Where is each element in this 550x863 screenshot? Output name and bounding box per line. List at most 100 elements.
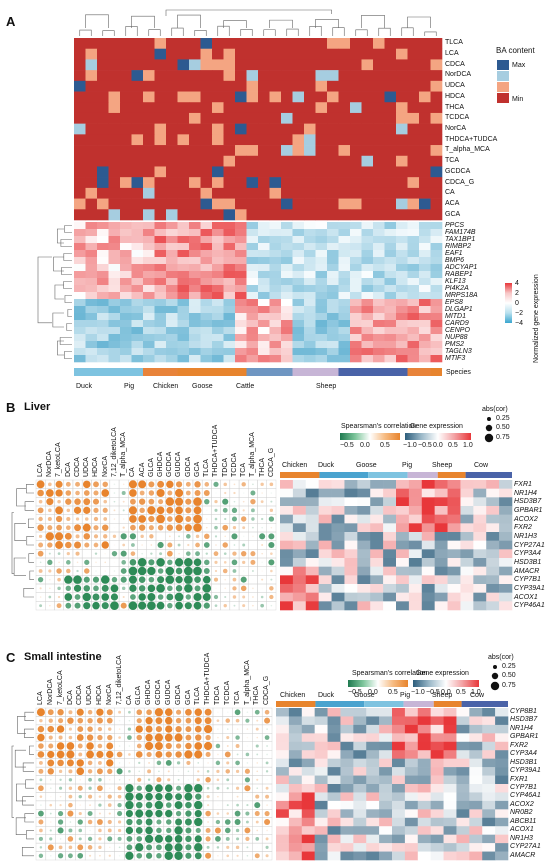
gene-cell [177, 327, 190, 335]
gene-cell [338, 341, 351, 349]
gene-cell [200, 334, 213, 342]
ba-cell [269, 80, 282, 92]
ba-cell [177, 177, 190, 189]
ba-cell [235, 166, 247, 178]
expr-cell [482, 767, 496, 776]
ba-cell [373, 80, 385, 92]
species-name: Duck [76, 383, 92, 390]
ba-cell [419, 112, 431, 124]
ba-cell [361, 123, 374, 135]
panel-b-gene-label: HSD3B7 [514, 498, 542, 506]
ba-cell [154, 177, 167, 189]
gene-cell [200, 264, 213, 272]
ba-cell [373, 177, 385, 189]
gene-cell [258, 292, 270, 300]
corr-dot [128, 778, 131, 781]
ba-cell [396, 198, 408, 210]
expr-cell [443, 809, 457, 819]
gene-cell [338, 299, 351, 307]
panel-c-gene-label: AMACR [510, 851, 536, 859]
corr-dot [202, 593, 211, 601]
expr-cell [318, 514, 332, 524]
corr-dot [48, 735, 53, 740]
ba-cell [120, 102, 132, 114]
expr-cell [353, 775, 367, 785]
expr-cell [314, 851, 328, 861]
expr-cell [357, 566, 371, 576]
expr-cell [280, 523, 294, 533]
expr-cell [469, 775, 483, 785]
ba-cell [177, 48, 190, 60]
corr-dot [56, 524, 62, 531]
gene-cell [108, 348, 121, 356]
corr-dot [255, 744, 259, 748]
panel-c-gene-label: CYP27A1 [510, 843, 541, 851]
ba-cell [212, 59, 224, 71]
corr-dot [40, 804, 42, 806]
gene-cell [304, 306, 316, 314]
expr-cell [408, 584, 423, 593]
gene-cell [223, 320, 236, 328]
corr-dot [37, 489, 44, 497]
expr-cell [314, 784, 328, 793]
corr-dot [164, 733, 173, 742]
gene-cell [131, 348, 144, 356]
ba-cell [315, 102, 328, 114]
corr-dot [194, 585, 201, 592]
expr-cell [404, 741, 419, 751]
expr-cell [301, 767, 315, 776]
ba-cell [166, 102, 178, 114]
ba-cell [131, 187, 144, 199]
ba-cell [396, 123, 408, 135]
ba-cell [396, 91, 408, 103]
gene-cell [327, 229, 339, 237]
ba-cell [74, 155, 86, 167]
expr-cell [276, 741, 290, 751]
expr-cell [430, 716, 444, 726]
ba-cell [269, 166, 282, 178]
ba-cell [396, 48, 408, 60]
expr-cell [353, 809, 367, 819]
ba-cell [108, 145, 121, 157]
ba-cell [281, 80, 293, 92]
corr-dot [226, 711, 229, 714]
corr-dot [39, 718, 43, 723]
gene-cell [97, 285, 109, 293]
gene-cell [292, 334, 305, 342]
gene-cell [246, 257, 259, 265]
ba-cell [327, 187, 339, 199]
expr-cell [434, 549, 448, 559]
corr-dot [38, 760, 43, 765]
ba-cell [97, 102, 109, 114]
gene-cell [258, 285, 270, 293]
corr-dot [261, 526, 263, 529]
corr-dot [47, 542, 53, 548]
corr-dot [177, 778, 180, 781]
gene-cell [177, 250, 190, 258]
dendrogram-branch [26, 536, 34, 546]
gene-cell [108, 285, 121, 293]
gene-cell [97, 222, 109, 230]
expr-cell [366, 750, 380, 759]
gene-cell [212, 257, 224, 265]
gene-cell [246, 334, 259, 342]
ba-cell [189, 198, 201, 210]
expr-cell [430, 809, 444, 819]
ba-cell [407, 123, 420, 135]
corr-dot [245, 836, 250, 841]
gene-cell [292, 229, 305, 237]
ba-cell [327, 48, 339, 60]
ba-cell [281, 177, 293, 189]
gene-cell [373, 348, 385, 356]
gene-cell [304, 264, 316, 272]
expr-cell [292, 514, 307, 524]
gene-cell [315, 243, 328, 251]
corr-dot [65, 490, 72, 496]
corr-dot [136, 852, 143, 859]
gene-cell [154, 334, 167, 342]
gene-cell [223, 299, 236, 307]
corr-dot [146, 751, 152, 758]
corr-dot [39, 604, 43, 608]
expr-cell [357, 549, 371, 559]
ba-cell [166, 209, 178, 221]
